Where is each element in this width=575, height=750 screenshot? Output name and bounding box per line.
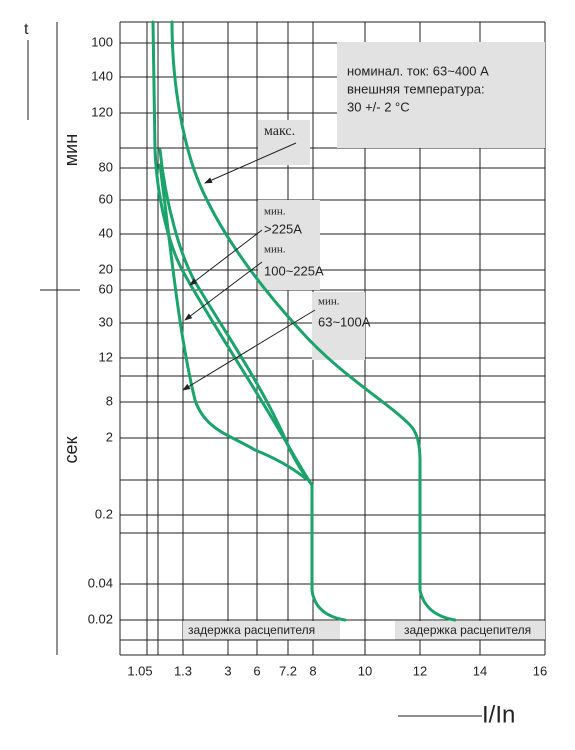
x-tick-label: 14 (473, 663, 487, 678)
info-line: внешняя температура: (347, 81, 485, 96)
label-box (258, 120, 310, 165)
y-tick-label: 40 (99, 225, 113, 240)
info-line: номинал. ток: 63~400 A (347, 63, 489, 78)
x-tick-label: 6 (253, 663, 260, 678)
y-tick-label: 30 (99, 314, 113, 329)
y-tick-label: 80 (99, 159, 113, 174)
label-box (258, 200, 320, 290)
label-box (312, 292, 365, 360)
curve-label: мин. (264, 206, 286, 218)
y-tick-label: 2 (106, 429, 113, 444)
curve-label: макс. (264, 124, 295, 139)
pointer-arrow (204, 142, 297, 184)
curve-label: мин. (318, 296, 340, 308)
y-tick-label: 100 (91, 34, 113, 49)
x-tick-label: 3 (224, 663, 231, 678)
y-tick-label: 0.2 (95, 506, 113, 521)
pointer-arrow (184, 261, 263, 321)
curve-range: 100~225A (264, 263, 324, 278)
delay-label: задержка расцепителя (188, 623, 315, 637)
y-tick-label: 0.04 (88, 575, 113, 590)
y-tick-label: 60 (99, 191, 113, 206)
y-tick-label: 120 (91, 104, 113, 119)
delay-label: задержка расцепителя (404, 623, 531, 637)
x-tick-label: 1.05 (127, 663, 152, 678)
curve-range: 63~100A (318, 314, 371, 329)
x-tick-label: 12 (413, 663, 427, 678)
seconds-label: сек (61, 436, 81, 463)
delay-box (395, 621, 545, 640)
x-tick-label: 7.2 (279, 663, 297, 678)
info-box (337, 42, 545, 148)
curve-max (170, 20, 457, 622)
y-tick-label: 0.02 (88, 611, 113, 626)
y-tick-label: 20 (99, 261, 113, 276)
y-tick-label: 140 (91, 68, 113, 83)
pointer-arrow (189, 229, 263, 286)
x-tick-label: 1.3 (174, 663, 192, 678)
y-tick-label: 12 (99, 349, 113, 364)
x-axis-label: I/In (482, 701, 515, 728)
pointer-arrow (182, 309, 316, 391)
y-tick-label: 60 (99, 281, 113, 296)
x-tick-label: 10 (358, 663, 372, 678)
curve-label: мин. (264, 244, 286, 256)
curve-range: >225A (264, 221, 302, 236)
minutes-label: мин (61, 134, 81, 166)
x-tick-label: 16 (533, 663, 547, 678)
t-label: t (24, 21, 29, 38)
info-line: 30 +/- 2 °C (347, 99, 410, 114)
delay-box (183, 621, 340, 640)
curve-min-63 (158, 163, 307, 480)
y-tick-label: 8 (106, 393, 113, 408)
curve-min-100 (158, 148, 314, 487)
x-tick-label: 8 (309, 663, 316, 678)
